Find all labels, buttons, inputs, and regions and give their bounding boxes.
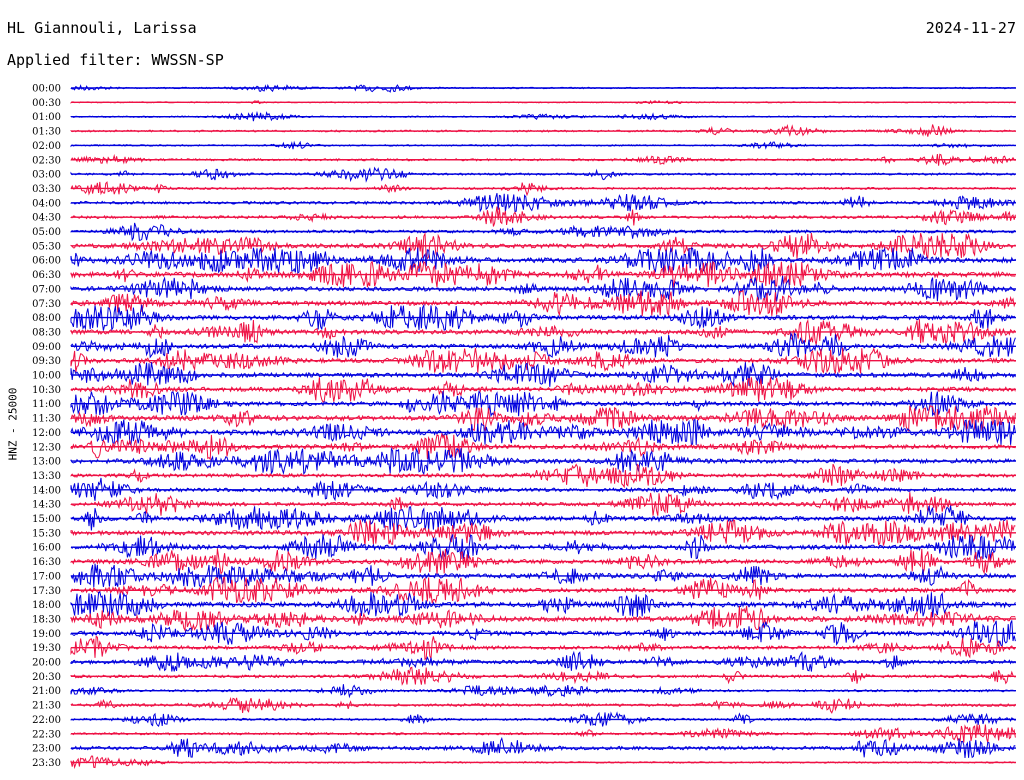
row-time-label: 12:00 [32, 428, 61, 439]
trace-line [70, 275, 1016, 302]
row-time-label: 23:30 [32, 758, 61, 769]
trace-line [70, 605, 1016, 633]
row-time-label: 17:00 [32, 571, 61, 582]
row-time-label: 05:00 [32, 227, 61, 238]
row-time-label: 17:30 [32, 586, 61, 597]
row-time-label: 11:30 [32, 414, 61, 425]
row-time-label: 07:30 [32, 299, 61, 310]
row-time-label: 16:30 [32, 557, 61, 568]
row-time-label: 14:00 [32, 485, 61, 496]
row-time-label: 15:30 [32, 528, 61, 539]
row-time-label: 02:30 [32, 155, 61, 166]
row-time-label: 18:00 [32, 600, 61, 611]
filter-label: Applied filter: WWSSN-SP [7, 51, 224, 69]
row-time-label: 21:00 [32, 686, 61, 697]
row-time-label: 13:30 [32, 471, 61, 482]
trace-line [70, 347, 1016, 374]
row-time-label: 04:00 [32, 198, 61, 209]
row-time-label: 08:30 [32, 327, 61, 338]
trace-line [70, 246, 1016, 275]
row-time-label: 04:30 [32, 213, 61, 224]
row-time-label: 20:00 [32, 658, 61, 669]
date-label: 2024-11-27 [925, 19, 1016, 37]
trace-line [70, 206, 1016, 227]
trace-line [70, 331, 1016, 359]
trace-line [70, 505, 1016, 532]
row-time-label: 11:00 [32, 399, 61, 410]
row-time-label: 01:00 [32, 112, 61, 123]
trace-line [70, 492, 1016, 516]
row-time-label: 13:00 [32, 457, 61, 468]
row-time-label: 14:30 [32, 500, 61, 511]
row-time-label: 22:30 [32, 729, 61, 740]
row-time-label: 10:30 [32, 385, 61, 396]
row-time-label: 00:30 [32, 98, 61, 109]
trace-line [70, 519, 1016, 546]
row-time-label: 19:00 [32, 629, 61, 640]
row-time-label: 09:30 [32, 356, 61, 367]
row-time-label: 15:00 [32, 514, 61, 525]
row-time-label: 06:30 [32, 270, 61, 281]
row-time-label: 18:30 [32, 614, 61, 625]
row-time-label: 23:00 [32, 744, 61, 755]
trace-line [70, 548, 1016, 575]
row-time-label: 03:00 [32, 170, 61, 181]
row-time-label: 08:00 [32, 313, 61, 324]
row-time-label: 05:30 [32, 241, 61, 252]
station-title: HL Giannouli, Larissa [7, 19, 197, 37]
trace-line [70, 736, 1016, 759]
row-time-label: 03:30 [32, 184, 61, 195]
row-time-label: 12:30 [32, 442, 61, 453]
row-time-label: 21:30 [32, 701, 61, 712]
row-time-label: 19:30 [32, 643, 61, 654]
row-time-label: 16:00 [32, 543, 61, 554]
row-time-label: 07:00 [32, 284, 61, 295]
row-time-label: 22:00 [32, 715, 61, 726]
trace-line [70, 620, 1016, 648]
row-time-label: 01:30 [32, 127, 61, 138]
row-time-label: 20:30 [32, 672, 61, 683]
row-time-label: 02:00 [32, 141, 61, 152]
row-time-label: 00:00 [32, 84, 61, 95]
trace-line [70, 591, 1016, 618]
row-time-label: 06:00 [32, 256, 61, 267]
row-time-label: 09:00 [32, 342, 61, 353]
row-time-label: 10:00 [32, 371, 61, 382]
